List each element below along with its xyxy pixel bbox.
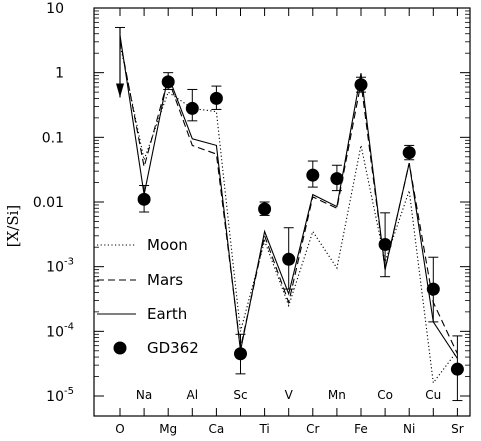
gd362-marker [402, 146, 416, 160]
gd362-marker [161, 75, 175, 89]
series-line-earth [119, 35, 458, 359]
legend-entry-gd362: GD362 [113, 339, 199, 357]
gd362-point-v [282, 227, 296, 290]
x-tick-label: Ni [403, 422, 415, 436]
legend-entry-moon: Moon [97, 236, 188, 254]
gd362-marker [330, 172, 344, 186]
x-tick-label: Cr [306, 422, 319, 436]
legend-swatch [113, 341, 127, 355]
gd362-point-ni [402, 144, 416, 161]
gd362-point-na [137, 184, 151, 213]
y-tick-label-exponent: -5 [64, 386, 74, 397]
gd362-marker [378, 238, 392, 252]
gd362-point-sr [450, 335, 464, 402]
x-tick-label: Mg [159, 422, 177, 436]
gd362-marker [258, 202, 272, 216]
gd362-point-cr [306, 160, 320, 188]
gd362-marker [137, 192, 151, 206]
gd362-point-mg [161, 72, 175, 90]
gd362-point-mn [330, 164, 344, 192]
gd362-upper-limit-o [115, 26, 125, 98]
legend: Moon Mars Earth GD362 [97, 236, 199, 357]
legend-label: Earth [147, 305, 187, 323]
gd362-marker [354, 78, 368, 92]
gd362-point-co [378, 212, 392, 278]
gd362-point-sc [234, 333, 247, 375]
y-tick-label: 10 [46, 324, 64, 340]
gd362-marker [306, 168, 320, 182]
y-tick-label: 0.01 [33, 195, 64, 211]
x-inner-label: V [285, 388, 294, 402]
gd362-point-fe [354, 76, 368, 93]
gd362-point-cu [426, 256, 440, 323]
y-tick-label: 10 [46, 1, 64, 17]
y-tick-label: 10 [46, 389, 64, 405]
gd362-marker [209, 91, 223, 105]
legend-label: GD362 [147, 339, 199, 357]
gd362-marker [450, 362, 464, 376]
x-inner-label: Al [187, 388, 199, 402]
points-layer [115, 26, 464, 402]
gd362-point-al [185, 88, 199, 122]
gd362-marker [185, 101, 199, 115]
legend-entry-mars: Mars [97, 271, 183, 289]
y-tick-label: 10 [46, 260, 64, 276]
ticks-layer [94, 7, 470, 416]
y-tick-label: 1 [55, 66, 64, 82]
gd362-point-ca [209, 85, 223, 110]
x-inner-label: Co [377, 388, 393, 402]
x-tick-label: Sr [451, 422, 464, 436]
x-inner-label: Na [136, 388, 152, 402]
legend-entry-earth: Earth [97, 305, 187, 323]
gd362-marker [426, 282, 440, 296]
legend-label: Moon [147, 236, 188, 254]
y-tick-label: 0.1 [42, 130, 64, 146]
gd362-point-ti [258, 201, 272, 216]
gd362-marker [234, 347, 247, 361]
y-axis-label: [X/Si] [4, 205, 22, 248]
x-tick-label: Ca [209, 422, 225, 436]
series-layer [119, 35, 458, 385]
x-inner-label: Sc [233, 388, 247, 402]
y-tick-label-exponent: -3 [64, 257, 74, 268]
x-inner-label: Mn [328, 388, 346, 402]
legend-label: Mars [147, 271, 183, 289]
x-inner-label: Cu [425, 388, 441, 402]
upper-limit-arrowhead [116, 83, 124, 98]
gd362-marker [282, 252, 296, 266]
x-tick-label: O [115, 422, 124, 436]
y-tick-label-exponent: -4 [64, 321, 74, 332]
x-tick-label: Fe [354, 422, 368, 436]
series-line-moon [119, 43, 458, 385]
x-tick-label: Ti [258, 422, 269, 436]
